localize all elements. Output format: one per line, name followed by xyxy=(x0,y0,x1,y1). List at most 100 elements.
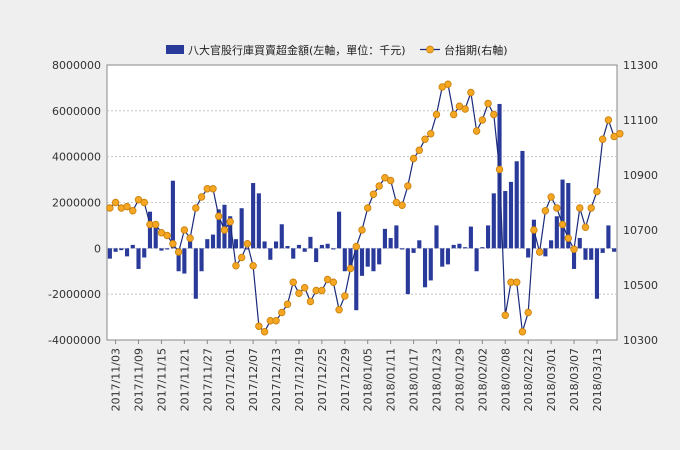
index-point xyxy=(616,130,624,138)
bar xyxy=(549,240,554,249)
x-tick-label: 2017/12/01 xyxy=(224,348,237,411)
bar xyxy=(520,150,525,249)
index-point xyxy=(186,234,194,242)
x-tick-label: 2017/12/25 xyxy=(316,348,329,411)
bar xyxy=(325,243,330,249)
index-point xyxy=(501,311,509,319)
x-tick-label: 2018/02/08 xyxy=(499,348,512,411)
index-point xyxy=(541,207,550,215)
index-point xyxy=(404,182,412,190)
index-point xyxy=(123,202,131,211)
axes: 8000000 6000000 4000000 2000000 0 -2000000 -40… xyxy=(48,59,658,411)
index-point xyxy=(152,220,160,229)
index-point xyxy=(255,322,263,330)
x-tick-label: 2017/11/27 xyxy=(201,348,214,411)
index-point xyxy=(421,135,429,143)
index-point xyxy=(180,226,189,234)
bar xyxy=(554,216,559,249)
bar xyxy=(159,248,164,251)
index-point xyxy=(111,198,120,207)
bar xyxy=(543,248,548,257)
x-tick-label: 2017/11/03 xyxy=(110,348,123,411)
bar xyxy=(130,244,135,249)
bar xyxy=(480,247,485,249)
bar xyxy=(382,228,387,249)
bar xyxy=(302,248,307,252)
x-tick-label: 2018/01/05 xyxy=(362,348,375,411)
line-series xyxy=(106,80,624,336)
bar xyxy=(348,248,353,269)
bar xyxy=(119,248,124,251)
bar xyxy=(463,247,468,249)
index-point xyxy=(553,204,561,212)
bar xyxy=(411,248,416,253)
index-line xyxy=(109,83,621,333)
x-tick-label: 2018/03/01 xyxy=(545,348,558,411)
index-point xyxy=(306,297,315,306)
index-point xyxy=(295,289,303,297)
bar xyxy=(428,248,433,281)
bar xyxy=(285,246,290,249)
index-point xyxy=(490,110,498,119)
index-point xyxy=(570,245,578,253)
index-point xyxy=(352,242,360,251)
y-right-tick-label: 11300 xyxy=(623,59,658,72)
bar xyxy=(268,248,273,260)
index-point xyxy=(558,220,567,229)
index-point xyxy=(535,248,544,256)
legend-bar-swatch xyxy=(166,45,184,54)
x-tick-label: 2018/01/29 xyxy=(453,348,466,411)
index-point xyxy=(215,212,223,220)
bar xyxy=(457,243,462,249)
bar xyxy=(337,211,342,249)
bar xyxy=(359,248,365,276)
x-tick-label: 2017/12/29 xyxy=(339,348,352,411)
bar xyxy=(245,248,250,250)
index-point xyxy=(272,317,280,325)
bar xyxy=(136,248,141,269)
bar xyxy=(405,248,410,295)
index-point xyxy=(174,248,183,256)
bar xyxy=(583,248,588,260)
y-left-tick-label: 0 xyxy=(94,242,101,255)
y-right-tick-label: 10900 xyxy=(623,169,658,182)
bar xyxy=(153,225,158,249)
bar xyxy=(296,244,302,249)
bar xyxy=(440,248,445,267)
y-left-tick-label: 4000000 xyxy=(52,151,101,164)
bar xyxy=(577,238,582,249)
bar xyxy=(147,211,153,249)
bar xyxy=(228,216,233,249)
bar xyxy=(514,161,519,249)
bar xyxy=(600,248,605,253)
x-tick-label: 2017/11/09 xyxy=(133,348,146,411)
bar xyxy=(331,248,336,250)
index-point xyxy=(547,193,555,201)
index-point xyxy=(209,185,217,193)
index-point xyxy=(576,204,584,212)
bar xyxy=(589,248,594,260)
index-point xyxy=(220,226,229,234)
bar xyxy=(612,248,617,252)
x-tick-label: 2018/01/23 xyxy=(430,348,443,411)
bar xyxy=(486,225,491,249)
index-point xyxy=(524,308,532,317)
index-point xyxy=(192,204,200,212)
bar xyxy=(188,236,193,249)
index-point xyxy=(364,204,372,212)
bar xyxy=(388,238,393,249)
bar xyxy=(262,241,267,249)
index-point xyxy=(444,80,452,88)
y-right-tick-label: 10500 xyxy=(623,279,658,292)
legend-marker-swatch xyxy=(426,45,434,54)
bar xyxy=(400,248,405,250)
index-point xyxy=(346,264,355,273)
index-point xyxy=(335,306,343,314)
index-point xyxy=(484,99,492,108)
index-point xyxy=(604,116,613,124)
index-point xyxy=(140,198,148,207)
index-point xyxy=(283,300,292,308)
bar xyxy=(474,248,479,272)
bar xyxy=(170,180,175,249)
index-point xyxy=(432,110,441,119)
